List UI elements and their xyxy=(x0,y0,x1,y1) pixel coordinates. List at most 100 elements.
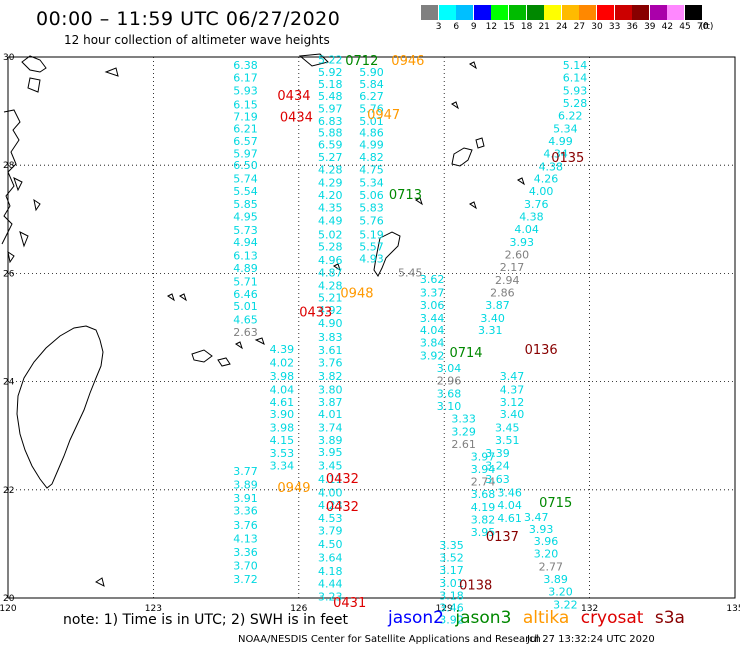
legend-swatch xyxy=(632,5,650,20)
swh-value: 3.98 xyxy=(270,370,295,383)
lon-tick-label: 126 xyxy=(290,604,307,614)
swh-value: 3.87 xyxy=(485,299,510,312)
sakishima-islands xyxy=(191,337,265,367)
legend-tick: 42 xyxy=(661,22,674,32)
swh-value: 3.10 xyxy=(437,400,462,413)
swh-value: 5.48 xyxy=(318,90,343,103)
swh-value: 2.94 xyxy=(495,274,520,287)
pass-time-label-s3a: 0136 xyxy=(525,343,558,358)
swh-value: 3.39 xyxy=(485,447,510,460)
swh-value: 2.96 xyxy=(437,375,462,388)
legend-swatch xyxy=(544,5,562,20)
generated-timestamp: Jul 27 13:32:24 UTC 2020 xyxy=(527,634,655,645)
swh-value: 2.17 xyxy=(500,261,525,274)
swh-value: 4.28 xyxy=(318,164,343,177)
swh-value: 4.93 xyxy=(359,252,384,265)
swh-value: 2.60 xyxy=(505,248,530,261)
swh-values: 6.386.175.936.157.196.216.575.976.505.74… xyxy=(233,54,587,627)
swh-value: 5.45 xyxy=(398,266,423,279)
swh-value: 3.53 xyxy=(270,447,295,460)
swh-value: 3.52 xyxy=(439,551,464,564)
swh-value: 5.01 xyxy=(359,115,384,128)
swh-value: 3.18 xyxy=(439,589,464,602)
swh-value: 6.83 xyxy=(318,115,343,128)
taiwan-coastline xyxy=(16,325,104,489)
swh-value: 3.51 xyxy=(495,434,520,447)
swh-value: 3.62 xyxy=(420,273,445,286)
swh-value: 3.24 xyxy=(485,459,510,472)
swh-value: 5.34 xyxy=(553,122,578,135)
map-border xyxy=(7,56,736,599)
swh-value: 3.36 xyxy=(233,546,258,559)
swh-value: 3.23 xyxy=(318,590,343,603)
swh-value: 5.18 xyxy=(318,78,343,91)
swh-value: 3.45 xyxy=(318,459,343,472)
swh-value: 6.22 xyxy=(558,109,583,122)
swh-value: 3.94 xyxy=(471,463,496,476)
swh-value: 4.28 xyxy=(318,279,343,292)
swh-value: 6.15 xyxy=(233,99,258,112)
pass-time-label-s3a: 0135 xyxy=(551,151,584,166)
legend-swatch xyxy=(685,5,703,20)
swh-value: 3.72 xyxy=(233,573,258,586)
swh-value: 4.04 xyxy=(514,223,539,236)
swh-value: 5.74 xyxy=(233,173,258,186)
legend-tick: 36 xyxy=(626,22,638,32)
lat-tick-label: 26 xyxy=(3,269,15,279)
lat-tick-label: 22 xyxy=(3,486,14,496)
swh-value: 5.97 xyxy=(318,102,343,115)
swh-value: 4.20 xyxy=(318,189,343,202)
swh-value: 3.93 xyxy=(509,236,534,249)
lon-tick-label: 135 xyxy=(726,604,740,614)
swh-value: 3.74 xyxy=(318,422,343,435)
swh-value: 3.83 xyxy=(318,331,343,344)
lat-tick-label: 28 xyxy=(3,161,15,171)
swh-value: 3.68 xyxy=(437,388,462,401)
swh-value: 4.38 xyxy=(539,160,564,173)
swh-value: 5.57 xyxy=(359,240,384,253)
legend-tick: 24 xyxy=(556,22,568,32)
swh-value: 3.70 xyxy=(233,560,258,573)
swh-value: 4.49 xyxy=(318,214,343,227)
swh-value: 3.01 xyxy=(439,577,464,590)
swh-value: 3.20 xyxy=(548,586,573,599)
swh-value: 6.50 xyxy=(233,159,258,172)
swh-value: 3.17 xyxy=(439,564,464,577)
swh-value: 3.12 xyxy=(500,396,525,409)
amami-coastline xyxy=(451,137,485,167)
swh-value: 6.17 xyxy=(233,72,258,85)
swh-value: 3.61 xyxy=(318,344,343,357)
satellite-legend: jason2 jason3 altika cryosat s3a xyxy=(388,608,691,628)
swh-value: 4.18 xyxy=(318,565,343,578)
swh-value: 3.92 xyxy=(439,614,464,627)
legend-cryosat: cryosat xyxy=(580,608,644,628)
legend-swatch xyxy=(509,5,527,20)
swh-value: 5.84 xyxy=(359,78,384,91)
legend-s3a: s3a xyxy=(654,608,685,628)
legend-jason2: jason2 xyxy=(388,608,444,628)
swh-value: 3.84 xyxy=(420,337,445,350)
swh-value: 3.93 xyxy=(529,523,554,536)
swh-value: 4.04 xyxy=(420,324,445,337)
pass-time-label-cryosat: 0432 xyxy=(326,472,359,487)
swh-value: 3.46 xyxy=(439,602,464,615)
swh-value: 5.19 xyxy=(359,228,384,241)
credit-line: NOAA/NESDIS Center for Satellite Applica… xyxy=(238,634,541,645)
swh-value: 4.39 xyxy=(270,343,295,356)
swh-value: 4.35 xyxy=(318,201,343,214)
swh-value: 5.92 xyxy=(318,66,343,79)
legend-tick: 33 xyxy=(608,22,621,32)
lat-tick-label: 30 xyxy=(3,53,15,63)
legend-swatch xyxy=(421,5,439,20)
swh-value: 2.61 xyxy=(451,438,476,451)
swh-value: 4.61 xyxy=(497,512,522,525)
swh-value: 5.76 xyxy=(359,214,384,227)
swh-value: 5.14 xyxy=(563,59,588,72)
legend-unit: (ft) xyxy=(699,22,714,32)
swh-value: 4.23 xyxy=(318,499,343,512)
legend-tick: 39 xyxy=(644,22,656,32)
swh-value: 3.76 xyxy=(318,357,343,370)
legend-tick: 27 xyxy=(573,22,586,32)
swh-value: 5.97 xyxy=(233,147,258,160)
